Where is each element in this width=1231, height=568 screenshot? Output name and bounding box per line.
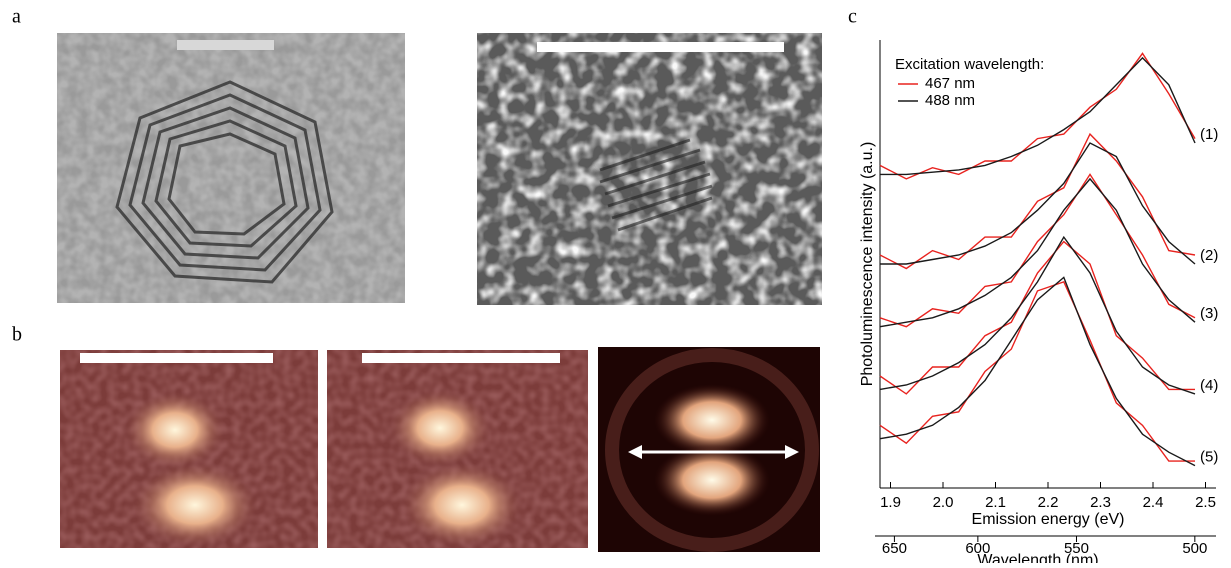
spectrum-line <box>879 173 1196 328</box>
chart: 1.9 2.0 2.1 2.2 2.3 2.4 2.5 Emission energy (eV… <box>859 40 1218 568</box>
x-tick-label: 2.1 <box>985 494 1006 511</box>
x-tick-label: 2.0 <box>933 494 954 511</box>
spectrum-label: (1) <box>1200 126 1218 143</box>
spectrum-line <box>879 240 1195 395</box>
y-axis-title: Photoluminescence intensity (a.u.) <box>859 142 876 387</box>
panel-label: b <box>12 324 22 346</box>
x-tick-label: 1.9 <box>880 494 901 511</box>
spectrum-label: (4) <box>1200 377 1218 394</box>
legend-label: 488 nm <box>925 92 975 109</box>
legend-title: Excitation wavelength: <box>895 56 1044 73</box>
emission-map <box>327 350 588 548</box>
spectrum-line <box>880 142 1196 265</box>
x2-tick-label: 550 <box>1064 540 1089 557</box>
spectrum-line <box>879 276 1196 467</box>
spectrum-line <box>879 177 1196 328</box>
panel-label: a <box>12 6 21 28</box>
x-tick-label: 2.4 <box>1143 494 1164 511</box>
x2-axis-title: Wavelength (nm) <box>977 552 1098 563</box>
spectrum-label: (3) <box>1200 305 1218 322</box>
x-tick-label: 2.2 <box>1038 494 1059 511</box>
spectrum-line <box>879 281 1195 462</box>
spectrum-line <box>879 132 1196 270</box>
spectrum-label: (5) <box>1200 449 1218 466</box>
x-tick-label: 2.5 <box>1195 494 1216 511</box>
legend-label: 467 nm <box>925 75 975 92</box>
simulated-map <box>598 347 820 552</box>
x-axis-title: Emission energy (eV) <box>972 511 1125 528</box>
x2-tick-label: 600 <box>965 540 990 557</box>
x2-tick-label: 650 <box>882 540 907 557</box>
spectrum-line <box>879 235 1196 395</box>
x-tick-label: 2.3 <box>1090 494 1111 511</box>
x2-tick-label: 500 <box>1182 540 1207 557</box>
emission-map <box>60 350 318 548</box>
spectrum-line <box>879 52 1196 180</box>
tem-image <box>477 33 822 305</box>
tem-image <box>57 33 405 303</box>
panel-label: c <box>848 6 857 28</box>
spectrum-line <box>880 56 1196 176</box>
spectrum-label: (2) <box>1200 247 1218 264</box>
